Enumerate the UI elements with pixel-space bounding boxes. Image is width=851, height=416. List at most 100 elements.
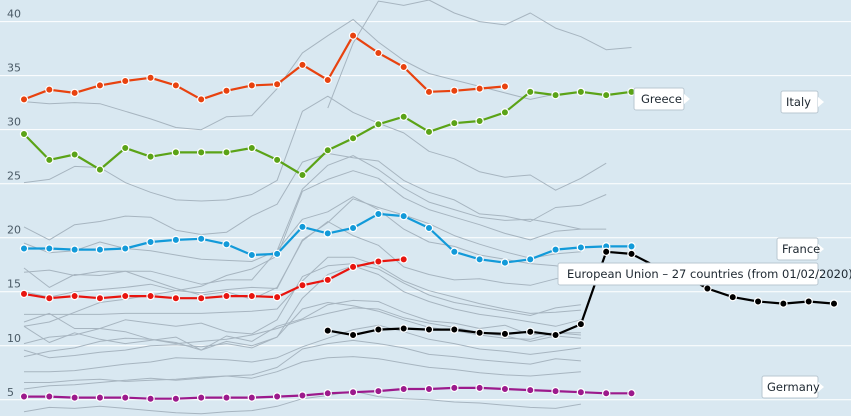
point-italy-0 [19,129,29,139]
point-germany-12 [323,389,332,398]
point-germany-6 [171,394,181,403]
callout-greece-pointer [684,94,690,104]
callout-eu27: European Union – 27 countries (from 01/0… [557,262,851,286]
background-line-15 [23,302,581,359]
point-germany-19 [500,384,510,394]
point-germany-17 [450,383,459,393]
point-black-series-21 [551,330,560,340]
point-european-7 [196,294,206,303]
point-black-series-22 [576,319,586,329]
point-black-series-12 [323,326,332,335]
point-france-19 [500,258,510,267]
point-france-4 [121,244,130,253]
point-germany-13 [348,388,358,397]
point-greece-15 [399,62,408,72]
y-tick-label-30: 30 [7,116,21,129]
point-european-15 [399,255,408,264]
point-germany-11 [298,391,307,400]
background-line-12 [23,265,582,351]
point-germany-7 [196,393,206,402]
callout-eu27-label: European Union – 27 countries (from 01/0… [567,267,851,281]
point-european-14 [374,257,383,266]
callout-italy-pointer [818,97,824,107]
point-germany-21 [551,386,560,396]
point-european-3 [95,294,105,303]
background-line-2 [23,18,556,131]
point-france-20 [526,255,535,264]
point-greece-3 [95,81,105,90]
point-greece-2 [70,88,79,98]
point-italy-23 [601,90,611,100]
point-european-0 [19,289,29,299]
background-line-5 [23,155,607,285]
point-france-5 [146,237,155,247]
callout-italy-label: Italy [786,95,811,109]
callout-france: France [776,237,824,261]
background-line-11 [23,263,581,345]
point-greece-11 [298,60,307,70]
point-italy-3 [95,165,105,174]
point-european-9 [247,291,257,301]
point-germany-15 [399,384,408,394]
background-series-lines [23,0,632,415]
point-european-1 [45,294,54,303]
point-black-series-27 [703,284,712,293]
point-france-16 [424,223,434,233]
background-line-9 [23,221,581,300]
point-italy-21 [551,90,560,100]
point-france-1 [45,244,54,253]
background-line-8 [23,198,581,298]
point-germany-3 [95,393,105,402]
point-france-18 [475,255,484,264]
point-black-series-20 [526,327,535,336]
background-line-13 [23,299,581,351]
callout-greece: Greece [633,87,690,111]
point-black-series-29 [753,297,763,306]
point-greece-17 [450,86,459,95]
point-italy-12 [323,145,332,155]
y-axis-tick-labels: 5 10 15 20 25 30 35 40 [7,8,21,399]
point-germany-22 [576,388,586,397]
point-greece-14 [374,48,383,58]
point-germany-2 [70,393,79,402]
point-italy-4 [121,143,130,153]
point-italy-11 [298,170,307,180]
point-black-series-28 [728,292,737,302]
point-european-11 [298,281,307,290]
point-france-6 [171,235,181,245]
point-germany-14 [374,386,383,396]
callout-italy: Italy [780,90,824,114]
background-line-4 [23,152,607,241]
point-greece-0 [19,95,29,104]
point-germany-23 [601,389,611,398]
point-germany-8 [222,393,231,402]
point-black-series-19 [500,329,510,339]
point-france-21 [551,245,560,254]
point-france-9 [247,250,257,260]
background-line-7 [23,196,607,271]
point-italy-13 [348,134,358,143]
point-germany-20 [526,385,535,395]
point-greece-9 [247,81,257,90]
point-italy-14 [374,120,383,129]
point-italy-17 [450,118,459,128]
callout-germany-label: Germany [767,380,820,394]
callout-germany-pointer [818,382,824,392]
point-france-3 [95,245,105,254]
point-germany-16 [424,384,434,394]
point-france-17 [450,247,459,256]
point-black-series-30 [779,299,788,308]
point-italy-10 [272,155,282,165]
point-european-4 [121,291,130,301]
point-italy-8 [222,148,231,157]
point-italy-19 [500,108,510,117]
point-black-series-16 [424,325,434,334]
y-tick-label-35: 35 [7,62,21,75]
point-france-14 [374,209,383,219]
point-france-7 [196,234,206,243]
point-greece-1 [45,85,54,94]
point-black-series-14 [374,325,383,334]
background-line-6 [23,170,581,327]
point-germany-4 [121,393,130,402]
